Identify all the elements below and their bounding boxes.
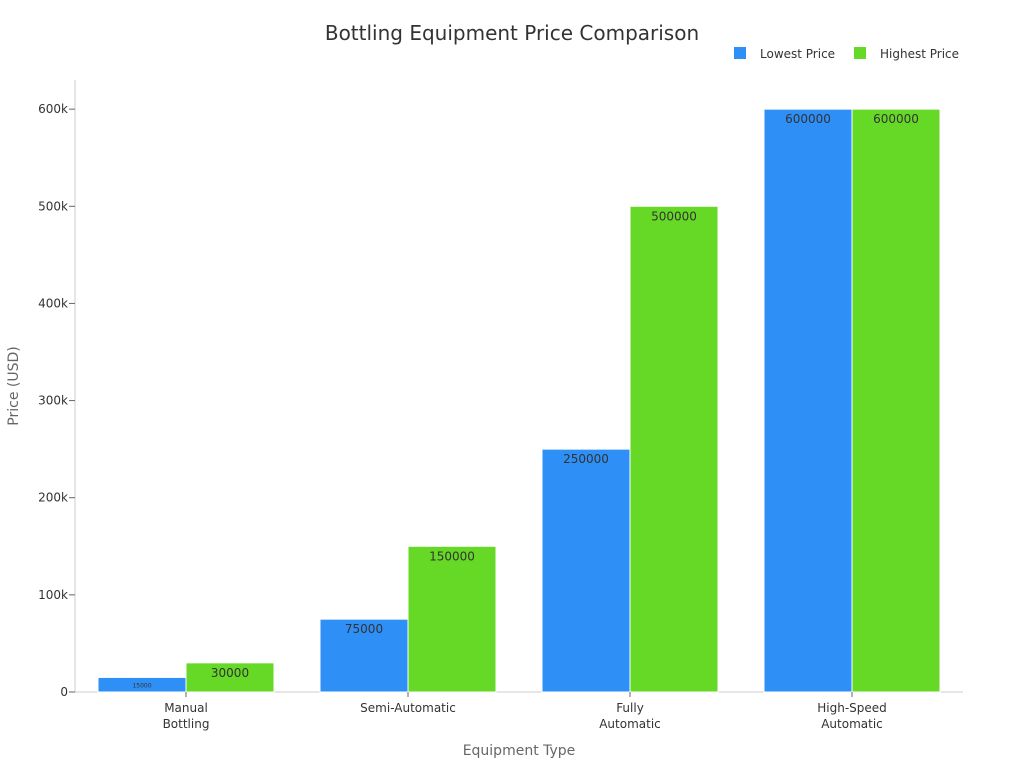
bar-data-label: 600000 xyxy=(785,112,831,126)
x-tick-label: Automatic xyxy=(599,717,661,731)
ticks: 0 100k 200k 300k 400k 500k 600k Manual Bottling S… xyxy=(38,102,887,731)
legend: Lowest Price Highest Price xyxy=(734,47,959,61)
chart-title: Bottling Equipment Price Comparison xyxy=(325,21,699,45)
legend-label-lowest: Lowest Price xyxy=(760,47,835,61)
bar-data-label: 75000 xyxy=(345,622,383,636)
y-tick-label: 500k xyxy=(38,199,68,213)
x-tick-label: Automatic xyxy=(821,717,883,731)
x-tick-label: Semi-Automatic xyxy=(360,701,456,715)
y-tick-label: 100k xyxy=(38,588,68,602)
bar-highest xyxy=(185,662,275,693)
y-tick-label: 400k xyxy=(38,296,68,310)
bar-data-label: 30000 xyxy=(211,666,249,680)
bar-highest xyxy=(851,108,941,693)
bar-data-label: 500000 xyxy=(651,209,697,223)
legend-swatch-lowest xyxy=(734,47,746,59)
bars xyxy=(97,108,941,693)
x-tick-label: Fully xyxy=(616,701,644,715)
bar-lowest xyxy=(541,448,631,693)
bar-data-label: 15000 xyxy=(132,683,151,690)
y-tick-label: 200k xyxy=(38,491,68,505)
legend-label-highest: Highest Price xyxy=(880,47,959,61)
y-tick-label: 0 xyxy=(60,685,68,699)
bar-lowest xyxy=(319,618,409,693)
bar-highest xyxy=(629,205,719,693)
bar-data-label: 150000 xyxy=(429,549,475,563)
bar-data-label: 600000 xyxy=(873,112,919,126)
y-tick-label: 300k xyxy=(38,394,68,408)
bar-lowest xyxy=(763,108,853,693)
y-tick-label: 600k xyxy=(38,102,68,116)
y-axis-title: Price (USD) xyxy=(6,346,22,425)
bar-highest xyxy=(407,545,497,693)
x-tick-label: Bottling xyxy=(163,717,210,731)
bar-labels: 15000 30000 75000 150000 250000 500000 600000 6… xyxy=(132,112,918,690)
x-tick-label: High-Speed xyxy=(817,701,887,715)
x-axis-title: Equipment Type xyxy=(463,743,576,759)
legend-swatch-highest xyxy=(854,47,866,59)
bar-data-label: 250000 xyxy=(563,452,609,466)
x-tick-label: Manual xyxy=(164,701,208,715)
